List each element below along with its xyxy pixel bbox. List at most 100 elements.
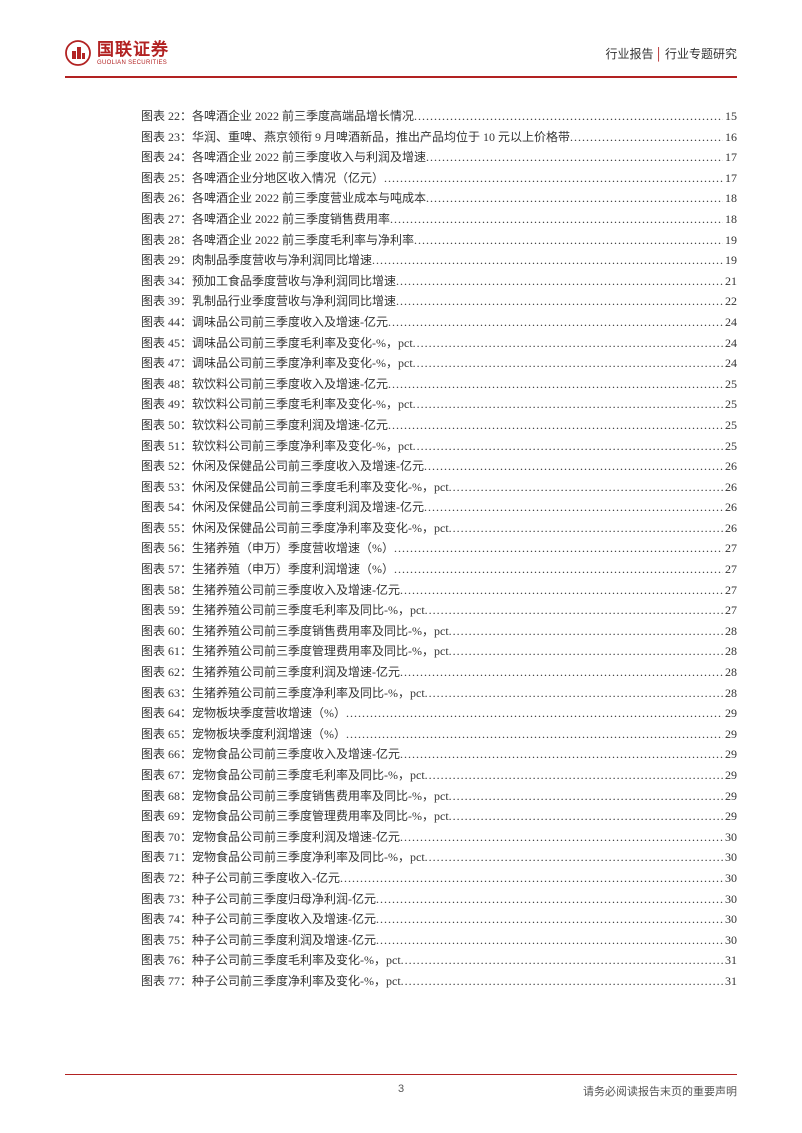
- toc-page-number: 29: [723, 703, 737, 724]
- toc-row: 图表 65：宠物板块季度利润增速（%） 29: [141, 724, 737, 745]
- toc-leader-dots: [425, 765, 723, 786]
- toc-page-number: 28: [723, 641, 737, 662]
- toc-row: 图表 54：休闲及保健品公司前三季度利润及增速-亿元 26: [141, 497, 737, 518]
- toc-label: 图表 59：生猪养殖公司前三季度毛利率及同比-%，pct: [141, 600, 425, 621]
- toc-label: 图表 34：预加工食品季度营收与净利润同比增速: [141, 271, 396, 292]
- toc-leader-dots: [413, 333, 723, 354]
- toc-leader-dots: [413, 436, 723, 457]
- toc-leader-dots: [413, 394, 723, 415]
- toc-row: 图表 34：预加工食品季度营收与净利润同比增速 21: [141, 271, 737, 292]
- toc-label: 图表 73：种子公司前三季度归母净利润-亿元: [141, 889, 376, 910]
- toc-leader-dots: [414, 230, 723, 251]
- toc-row: 图表 52：休闲及保健品公司前三季度收入及增速-亿元 26: [141, 456, 737, 477]
- toc-label: 图表 63：生猪养殖公司前三季度净利率及同比-%，pct: [141, 683, 425, 704]
- toc-label: 图表 62：生猪养殖公司前三季度利润及增速-亿元: [141, 662, 400, 683]
- toc-label: 图表 71：宠物食品公司前三季度净利率及同比-%，pct: [141, 847, 425, 868]
- toc-leader-dots: [384, 168, 723, 189]
- toc-label: 图表 49：软饮料公司前三季度毛利率及变化-%，pct: [141, 394, 413, 415]
- toc-leader-dots: [388, 374, 723, 395]
- toc-row: 图表 67：宠物食品公司前三季度毛利率及同比-%，pct 29: [141, 765, 737, 786]
- toc-label: 图表 45：调味品公司前三季度毛利率及变化-%，pct: [141, 333, 413, 354]
- toc-page-number: 28: [723, 683, 737, 704]
- toc-page-number: 29: [723, 765, 737, 786]
- toc-page-number: 25: [723, 374, 737, 395]
- toc-row: 图表 74：种子公司前三季度收入及增速-亿元 30: [141, 909, 737, 930]
- toc-row: 图表 51：软饮料公司前三季度净利率及变化-%，pct 25: [141, 436, 737, 457]
- toc-row: 图表 71：宠物食品公司前三季度净利率及同比-%，pct 30: [141, 847, 737, 868]
- toc-row: 图表 69：宠物食品公司前三季度管理费用率及同比-%，pct 29: [141, 806, 737, 827]
- toc-row: 图表 57：生猪养殖（申万）季度利润增速（%） 27: [141, 559, 737, 580]
- toc-label: 图表 64：宠物板块季度营收增速（%）: [141, 703, 346, 724]
- toc-row: 图表 53：休闲及保健品公司前三季度毛利率及变化-%，pct 26: [141, 477, 737, 498]
- toc-page-number: 26: [723, 497, 737, 518]
- footer-disclaimer: 请务必阅读报告末页的重要声明: [583, 1083, 737, 1099]
- toc-page-number: 30: [723, 868, 737, 889]
- toc-row: 图表 63：生猪养殖公司前三季度净利率及同比-%，pct 28: [141, 683, 737, 704]
- toc-label: 图表 53：休闲及保健品公司前三季度毛利率及变化-%，pct: [141, 477, 449, 498]
- page-number: 3: [398, 1083, 404, 1095]
- toc-page-number: 24: [723, 353, 737, 374]
- toc-label: 图表 56：生猪养殖（申万）季度营收增速（%）: [141, 538, 394, 559]
- toc-page-number: 18: [723, 209, 737, 230]
- toc-page-number: 27: [723, 538, 737, 559]
- toc-page-number: 29: [723, 786, 737, 807]
- toc-page-number: 27: [723, 559, 737, 580]
- toc-leader-dots: [376, 930, 723, 951]
- toc-row: 图表 59：生猪养殖公司前三季度毛利率及同比-%，pct 27: [141, 600, 737, 621]
- toc-row: 图表 62：生猪养殖公司前三季度利润及增速-亿元 28: [141, 662, 737, 683]
- toc-row: 图表 61：生猪养殖公司前三季度管理费用率及同比-%，pct 28: [141, 641, 737, 662]
- toc-row: 图表 49：软饮料公司前三季度毛利率及变化-%，pct 25: [141, 394, 737, 415]
- toc-page-number: 24: [723, 333, 737, 354]
- toc-row: 图表 66：宠物食品公司前三季度收入及增速-亿元 29: [141, 744, 737, 765]
- toc-row: 图表 64：宠物板块季度营收增速（%） 29: [141, 703, 737, 724]
- toc-label: 图表 23：华润、重啤、燕京领衔 9 月啤酒新品，推出产品均位于 10 元以上价…: [141, 127, 570, 148]
- toc-row: 图表 68：宠物食品公司前三季度销售费用率及同比-%，pct 29: [141, 786, 737, 807]
- toc-label: 图表 27：各啤酒企业 2022 前三季度销售费用率: [141, 209, 390, 230]
- toc-page-number: 29: [723, 744, 737, 765]
- toc-page-number: 28: [723, 621, 737, 642]
- toc-page-number: 24: [723, 312, 737, 333]
- toc-leader-dots: [400, 662, 723, 683]
- toc-page-number: 26: [723, 518, 737, 539]
- toc-label: 图表 66：宠物食品公司前三季度收入及增速-亿元: [141, 744, 400, 765]
- toc-page-number: 17: [723, 168, 737, 189]
- toc-row: 图表 58：生猪养殖公司前三季度收入及增速-亿元 27: [141, 580, 737, 601]
- toc-leader-dots: [449, 621, 723, 642]
- toc-row: 图表 24：各啤酒企业 2022 前三季度收入与利润及增速 17: [141, 147, 737, 168]
- toc-page-number: 30: [723, 889, 737, 910]
- header-cat-b: 行业专题研究: [665, 47, 737, 61]
- toc-label: 图表 74：种子公司前三季度收入及增速-亿元: [141, 909, 376, 930]
- toc-page-number: 30: [723, 909, 737, 930]
- toc-row: 图表 45：调味品公司前三季度毛利率及变化-%，pct 24: [141, 333, 737, 354]
- toc-leader-dots: [413, 353, 723, 374]
- toc-label: 图表 76：种子公司前三季度毛利率及变化-%，pct: [141, 950, 401, 971]
- toc-label: 图表 24：各啤酒企业 2022 前三季度收入与利润及增速: [141, 147, 426, 168]
- toc-leader-dots: [340, 868, 723, 889]
- toc-leader-dots: [394, 538, 723, 559]
- page-container: 国联证券 GUOLIAN SECURITIES 行业报告│行业专题研究 图表 2…: [0, 0, 802, 1133]
- toc-page-number: 29: [723, 724, 737, 745]
- toc-label: 图表 69：宠物食品公司前三季度管理费用率及同比-%，pct: [141, 806, 449, 827]
- toc-label: 图表 51：软饮料公司前三季度净利率及变化-%，pct: [141, 436, 413, 457]
- toc-label: 图表 67：宠物食品公司前三季度毛利率及同比-%，pct: [141, 765, 425, 786]
- toc-leader-dots: [449, 641, 723, 662]
- toc-row: 图表 28：各啤酒企业 2022 前三季度毛利率与净利率 19: [141, 230, 737, 251]
- toc-leader-dots: [390, 209, 723, 230]
- toc-label: 图表 50：软饮料公司前三季度利润及增速-亿元: [141, 415, 388, 436]
- toc-leader-dots: [394, 559, 723, 580]
- toc-row: 图表 44：调味品公司前三季度收入及增速-亿元 24: [141, 312, 737, 333]
- logo-text: 国联证券 GUOLIAN SECURITIES: [97, 41, 169, 66]
- toc-leader-dots: [449, 806, 723, 827]
- toc-row: 图表 47：调味品公司前三季度净利率及变化-%，pct 24: [141, 353, 737, 374]
- table-of-contents: 图表 22：各啤酒企业 2022 前三季度高端品增长情况 15图表 23：华润、…: [65, 106, 737, 992]
- toc-leader-dots: [376, 889, 723, 910]
- toc-leader-dots: [400, 744, 723, 765]
- toc-row: 图表 72：种子公司前三季度收入-亿元 30: [141, 868, 737, 889]
- toc-page-number: 27: [723, 580, 737, 601]
- toc-label: 图表 72：种子公司前三季度收入-亿元: [141, 868, 340, 889]
- toc-page-number: 29: [723, 806, 737, 827]
- toc-label: 图表 60：生猪养殖公司前三季度销售费用率及同比-%，pct: [141, 621, 449, 642]
- toc-row: 图表 25：各啤酒企业分地区收入情况（亿元） 17: [141, 168, 737, 189]
- toc-label: 图表 48：软饮料公司前三季度收入及增速-亿元: [141, 374, 388, 395]
- toc-leader-dots: [449, 786, 723, 807]
